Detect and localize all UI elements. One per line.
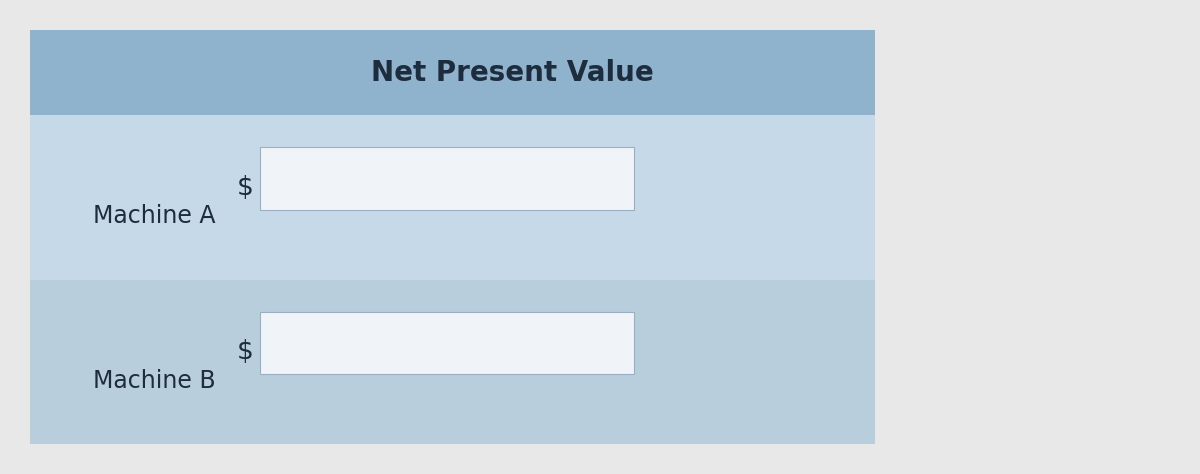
Bar [30, 30, 875, 444]
Bar [260, 147, 634, 210]
Bar [30, 280, 875, 444]
Bar [260, 311, 634, 374]
Bar [30, 115, 875, 280]
Text: $: $ [238, 339, 254, 365]
Bar [30, 30, 875, 115]
Text: Machine A: Machine A [94, 204, 216, 228]
Text: Net Present Value: Net Present Value [371, 58, 654, 86]
Text: $: $ [238, 175, 254, 201]
Text: Machine B: Machine B [94, 369, 216, 393]
